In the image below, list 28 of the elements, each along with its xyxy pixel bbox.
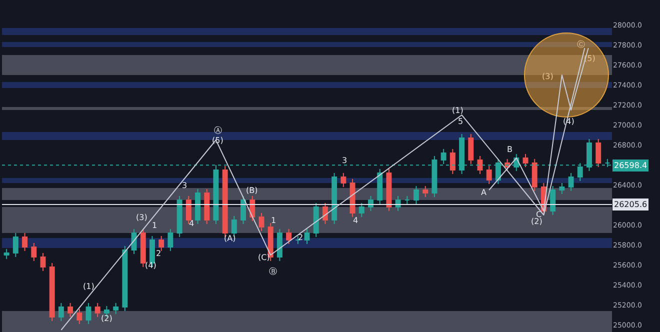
annotation: (3) xyxy=(542,72,554,81)
annotation: (4) xyxy=(145,261,156,270)
annotation: 4 xyxy=(353,216,358,225)
ref-line-label: 26205.6 xyxy=(614,200,648,209)
annotation: 3 xyxy=(182,181,188,190)
annotation: 2 xyxy=(156,249,162,258)
annotation: 1 xyxy=(271,216,276,225)
annotation: 3 xyxy=(342,156,348,165)
annotation: Ⓒ xyxy=(577,40,585,49)
annotation: (2) xyxy=(531,217,542,226)
annotation: (1) xyxy=(83,282,94,291)
annotation: C xyxy=(536,210,542,219)
ref-line-label: 26598.4 xyxy=(614,161,648,170)
annotation: Ⓐ xyxy=(214,126,222,135)
annotation: (B) xyxy=(246,186,258,195)
annotation: (5) xyxy=(212,136,224,145)
annotation: Ⓑ xyxy=(269,267,277,276)
annotation: 1 xyxy=(152,221,158,230)
annotation: (C) xyxy=(258,253,270,262)
annotation: A xyxy=(481,188,487,197)
annotation: (A) xyxy=(224,234,236,243)
annotation: 4 xyxy=(189,219,194,228)
annotation: (3) xyxy=(136,213,148,222)
annotation: 5 xyxy=(458,117,464,126)
annotation: (2) xyxy=(101,314,112,323)
annotation: (1) xyxy=(452,106,464,115)
annotation: 2 xyxy=(298,233,304,242)
annotation: B xyxy=(507,145,512,154)
